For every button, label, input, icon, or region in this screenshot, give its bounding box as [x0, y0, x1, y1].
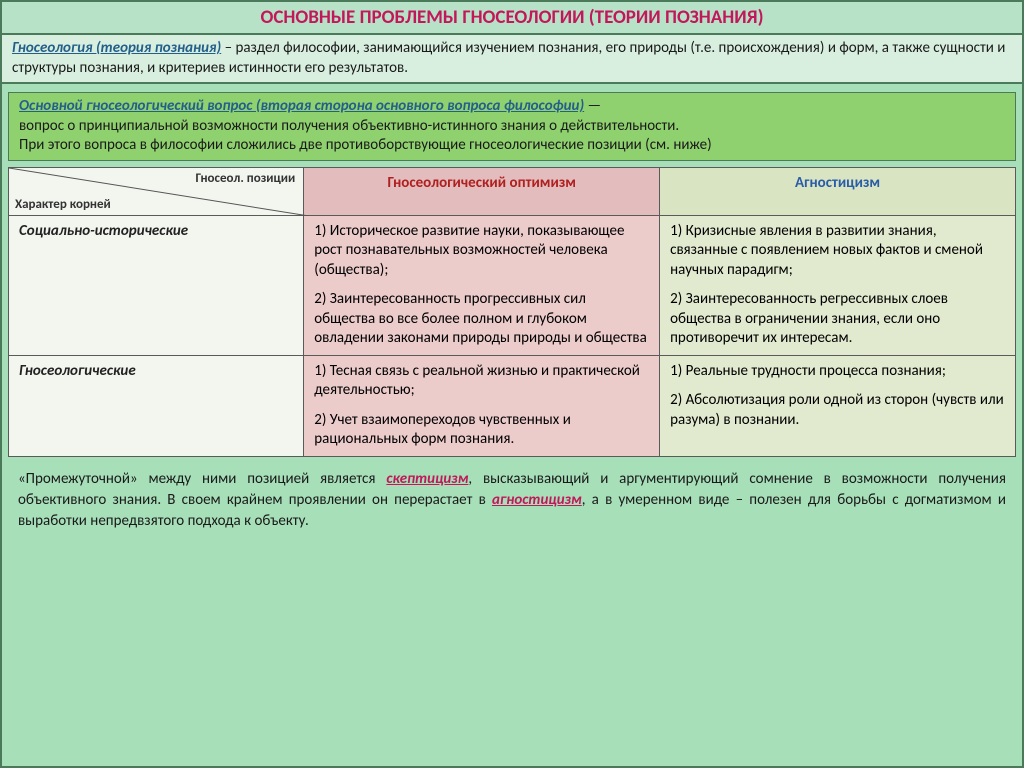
column-header-optimism: Гносеологический оптимизм: [304, 167, 660, 215]
slide: ОСНОВНЫЕ ПРОБЛЕМЫ ГНОСЕОЛОГИИ (ТЕОРИИ ПО…: [0, 0, 1024, 768]
page-title: ОСНОВНЫЕ ПРОБЛЕМЫ ГНОСЕОЛОГИИ (ТЕОРИИ ПО…: [260, 6, 763, 29]
table-header-row: Гносеол. позиции Характер корней Гносеол…: [9, 167, 1016, 215]
comparison-table: Гносеол. позиции Характер корней Гносеол…: [8, 167, 1016, 457]
question-term: Основной гносеологический вопрос (вторая…: [19, 97, 584, 115]
row-header-social: Социально-исторические: [9, 215, 304, 355]
cell-text: 1) Реальные трудности процесса познания;: [670, 362, 946, 380]
column-header-agnosticism: Агностицизм: [660, 167, 1016, 215]
cell-text: 2) Учет взаимопереходов чувственных и ра…: [314, 411, 571, 449]
cell-opt-gnoseo: 1) Тесная связь с реальной жизнью и прак…: [304, 355, 660, 456]
cell-text: 2) Абсолютизация роли одной из сторон (ч…: [670, 391, 1004, 429]
cell-opt-social: 1) Историческое развитие науки, показыва…: [304, 215, 660, 355]
cell-text: 1) Кризисные явления в развитии знания, …: [670, 222, 983, 279]
keyword-skepticism: скептицизм: [386, 470, 468, 488]
footer-text: «Промежуточной» между ними позицией явля…: [18, 470, 386, 488]
footer-note: «Промежуточной» между ними позицией явля…: [8, 463, 1016, 538]
question-box: Основной гносеологический вопрос (вторая…: [8, 92, 1016, 161]
cell-agn-gnoseo: 1) Реальные трудности процесса познания;…: [660, 355, 1016, 456]
definition-term: Гносеология (теория познания): [12, 39, 221, 57]
cell-agn-social: 1) Кризисные явления в развитии знания, …: [660, 215, 1016, 355]
cell-text: 1) Тесная связь с реальной жизнью и прак…: [314, 362, 640, 400]
question-body-1: вопрос о принципиальной возможности полу…: [19, 117, 679, 135]
title-bar: ОСНОВНЫЕ ПРОБЛЕМЫ ГНОСЕОЛОГИИ (ТЕОРИИ ПО…: [2, 2, 1022, 35]
keyword-agnosticism: агностицизм: [492, 491, 582, 509]
table-row: Социально-исторические 1) Историческое р…: [9, 215, 1016, 355]
corner-label-top: Гносеол. позиции: [196, 171, 296, 186]
corner-label-bottom: Характер корней: [15, 197, 111, 212]
cell-text: 1) Историческое развитие науки, показыва…: [314, 222, 624, 279]
cell-text: 2) Заинтересованность регрессивных слоев…: [670, 290, 948, 347]
row-header-gnoseo: Гносеологические: [9, 355, 304, 456]
question-dash: —: [584, 97, 601, 115]
definition-box: Гносеология (теория познания) – раздел ф…: [2, 35, 1022, 84]
cell-text: 2) Заинтересованность прогрессивных сил …: [314, 290, 646, 347]
question-body-2: При этого вопроса в философии сложились …: [19, 136, 712, 154]
table-row: Гносеологические 1) Тесная связь с реаль…: [9, 355, 1016, 456]
corner-cell: Гносеол. позиции Характер корней: [9, 167, 304, 215]
